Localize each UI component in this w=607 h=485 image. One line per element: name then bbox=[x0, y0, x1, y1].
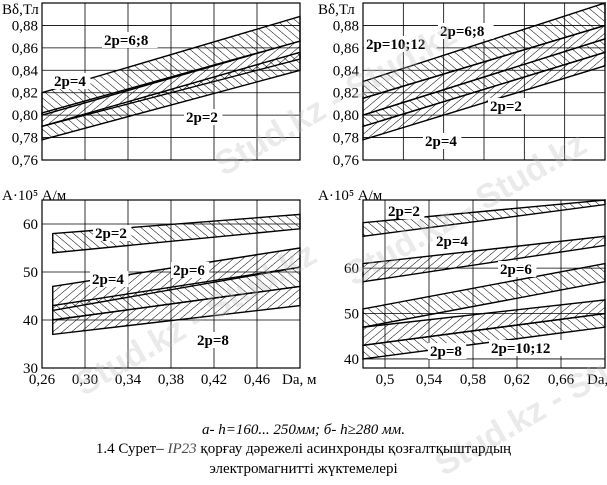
label-background bbox=[195, 332, 234, 348]
label-background bbox=[438, 23, 494, 39]
y-tick-label: 0,82 bbox=[12, 86, 38, 102]
series-label: 2p=2 bbox=[490, 99, 522, 115]
series-label: 2p=4 bbox=[54, 74, 86, 90]
x-tick-label: 0,34 bbox=[115, 372, 142, 388]
band-2p-4 bbox=[362, 235, 606, 283]
x-axis-label: Da, м bbox=[587, 372, 607, 388]
y-axis-label: Bδ,Тл bbox=[318, 2, 355, 18]
x-axis-label: Da, м bbox=[282, 372, 317, 388]
band-2p-8 bbox=[52, 285, 301, 336]
series-label: 2p=8 bbox=[197, 333, 229, 349]
y-axis-label: Bδ,Тл bbox=[2, 2, 39, 18]
caption-line-2: 1.4 Сурет– IP23 қорғау дәрежелі асинхрон… bbox=[0, 441, 607, 458]
y-tick-label: 50 bbox=[23, 265, 38, 281]
label-background bbox=[498, 261, 537, 277]
series-label: 2p=6 bbox=[173, 263, 205, 279]
label-background bbox=[488, 98, 527, 114]
caption-figure-ref: IP23 bbox=[167, 441, 197, 457]
label-background bbox=[102, 32, 158, 48]
y-tick-label: 0,80 bbox=[333, 108, 359, 124]
y-tick-label: 0,78 bbox=[12, 131, 38, 147]
x-tick-label: 0,26 bbox=[29, 372, 56, 388]
x-tick-label: 0,58 bbox=[460, 372, 486, 388]
series-label: 2p=6;8 bbox=[440, 24, 484, 40]
plot-frame bbox=[362, 199, 606, 369]
band-2p-6 bbox=[362, 262, 606, 328]
y-tick-label: 40 bbox=[344, 352, 359, 368]
label-background bbox=[184, 109, 223, 125]
y-tick-label: 40 bbox=[23, 313, 38, 329]
caption-line-3: электромагнитті жүктемелері bbox=[209, 461, 398, 477]
x-tick-label: 0,30 bbox=[72, 372, 98, 388]
label-background bbox=[90, 271, 129, 287]
y-tick-label: 30 bbox=[23, 361, 38, 377]
label-background bbox=[93, 225, 132, 241]
band-2p-4 bbox=[362, 51, 606, 141]
series-label: 2p=4 bbox=[92, 272, 124, 288]
x-tick-label: 0,42 bbox=[201, 372, 227, 388]
label-background bbox=[423, 133, 462, 149]
band-2p-2 bbox=[52, 213, 301, 254]
series-label: 2p=8 bbox=[430, 344, 462, 360]
y-tick-label: 0,88 bbox=[333, 18, 359, 34]
y-axis-label: A·10⁵ А/м bbox=[2, 188, 67, 204]
y-tick-label: 0,76 bbox=[12, 153, 39, 169]
band-2p-2 bbox=[362, 199, 606, 238]
series-label: 2p=10;12 bbox=[366, 37, 425, 53]
y-tick-label: 0,86 bbox=[333, 41, 360, 57]
label-background bbox=[434, 233, 473, 249]
series-label: 2p=2 bbox=[95, 226, 127, 242]
y-tick-label: 0,88 bbox=[12, 18, 38, 34]
label-background bbox=[386, 203, 425, 219]
panel-b-A: 40 50 60 0,5 0,54 0,58 0,62 0,66 Da, м A·10⁵ А/м 2… bbox=[318, 188, 607, 388]
y-axis-label: A·10⁵ А/м bbox=[318, 188, 383, 204]
y-tick-label: 0,84 bbox=[333, 63, 360, 79]
x-tick-label: 0,62 bbox=[504, 372, 530, 388]
series-label: 2p=4 bbox=[425, 134, 457, 150]
label-background bbox=[171, 262, 210, 278]
y-tick-label: 60 bbox=[344, 261, 359, 277]
x-tick-label: 0,54 bbox=[416, 372, 443, 388]
y-tick-label: 0,76 bbox=[333, 153, 360, 169]
y-tick-label: 50 bbox=[344, 307, 359, 323]
y-tick-label: 60 bbox=[23, 217, 38, 233]
y-tick-label: 0,82 bbox=[333, 86, 359, 102]
x-tick-label: 0,66 bbox=[548, 372, 575, 388]
panel-a-A: 30 40 50 60 0,26 0,30 0,34 0,38 0,42 0,46 Da, м A·1… bbox=[2, 188, 317, 388]
series-label: 2p=2 bbox=[388, 204, 420, 220]
band-2p-10-12 bbox=[362, 312, 606, 360]
caption-figure-number: 1.4 Сурет– bbox=[95, 441, 164, 457]
y-tick-label: 0,78 bbox=[333, 131, 359, 147]
x-tick-label: 0,5 bbox=[376, 372, 395, 388]
series-label: 2p=6 bbox=[500, 262, 532, 278]
series-label: 2p=4 bbox=[436, 234, 468, 250]
series-label: 2p=10;12 bbox=[491, 341, 550, 357]
label-background bbox=[489, 340, 562, 356]
y-tick-label: 0,86 bbox=[12, 41, 39, 57]
y-tick-label: 0,84 bbox=[12, 63, 39, 79]
series-label: 2p=2 bbox=[186, 110, 218, 126]
label-background bbox=[428, 343, 467, 359]
caption-line-1: а- h=160... 250мм; б- h≥280 мм. bbox=[202, 422, 405, 438]
x-tick-label: 0,38 bbox=[158, 372, 184, 388]
label-background bbox=[364, 36, 437, 52]
caption-line-2-text: қорғау дәрежелі асинхронды қозғалтқыштар… bbox=[200, 441, 512, 457]
band-2p-2 bbox=[41, 51, 301, 141]
series-label: 2p=6;8 bbox=[104, 33, 148, 49]
y-tick-label: 0,80 bbox=[12, 108, 38, 124]
x-tick-label: 0,46 bbox=[244, 372, 271, 388]
label-background bbox=[52, 73, 91, 89]
